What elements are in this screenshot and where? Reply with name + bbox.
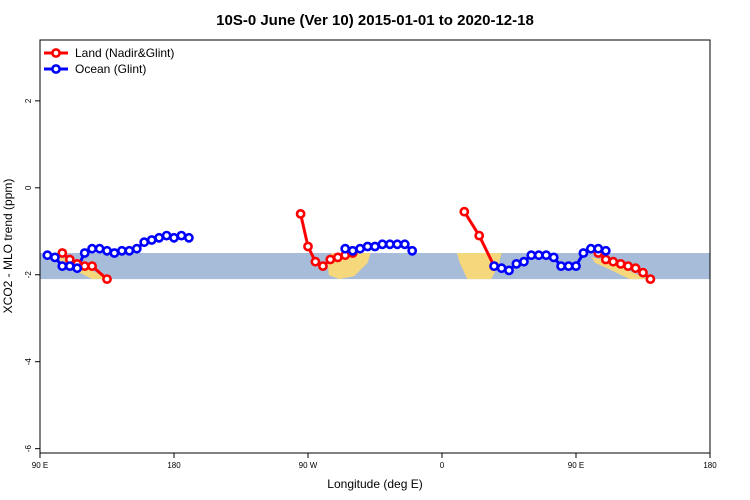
data-point bbox=[638, 267, 648, 278]
data-point bbox=[526, 250, 537, 261]
data-point bbox=[295, 208, 306, 219]
data-point bbox=[50, 252, 60, 263]
data-point bbox=[310, 256, 321, 267]
plot-frame bbox=[39, 39, 711, 454]
data-point bbox=[57, 248, 68, 258]
data-point bbox=[519, 256, 529, 267]
data-point bbox=[504, 265, 514, 276]
data-point bbox=[72, 263, 83, 274]
y-tick-label: 2 bbox=[24, 98, 33, 103]
data-point bbox=[392, 239, 403, 250]
y-tick-label: 0 bbox=[24, 185, 33, 190]
data-point bbox=[578, 248, 589, 258]
data-point bbox=[407, 245, 418, 256]
y-axis-label: XCO2 - MLO trend (ppm) bbox=[1, 179, 15, 314]
x-axis-label: Longitude (deg E) bbox=[327, 477, 422, 491]
data-point bbox=[548, 252, 559, 263]
data-point bbox=[645, 274, 656, 284]
data-point bbox=[340, 243, 351, 254]
data-point bbox=[42, 250, 53, 261]
y-tick-label: -2 bbox=[24, 271, 33, 279]
data-point bbox=[556, 261, 566, 271]
legend-swatch-marker bbox=[51, 64, 61, 74]
x-tick-label: 180 bbox=[167, 461, 181, 470]
x-tick-label: 90 W bbox=[299, 461, 318, 470]
data-point bbox=[630, 263, 641, 274]
data-point bbox=[317, 261, 328, 271]
data-point bbox=[176, 230, 187, 241]
data-point bbox=[102, 274, 112, 284]
data-point bbox=[131, 243, 142, 254]
legend-swatch-marker bbox=[51, 48, 61, 58]
series-layer bbox=[42, 206, 656, 284]
x-tick-label: 90 E bbox=[32, 461, 48, 470]
legend-label: Land (Nadir&Glint) bbox=[75, 46, 174, 60]
x-tick-label: 180 bbox=[703, 461, 717, 470]
data-point bbox=[355, 243, 365, 254]
x-tick-label: 90 E bbox=[568, 461, 584, 470]
data-point bbox=[87, 261, 97, 271]
data-point bbox=[623, 261, 633, 271]
data-point bbox=[79, 248, 90, 258]
chart-title: 10S-0 June (Ver 10) 2015-01-01 to 2020-1… bbox=[216, 12, 534, 29]
y-tick-label: -6 bbox=[24, 445, 33, 453]
data-point bbox=[459, 206, 470, 217]
legend-label: Ocean (Glint) bbox=[75, 62, 146, 76]
data-point bbox=[325, 254, 336, 265]
data-point bbox=[511, 258, 522, 269]
data-point bbox=[377, 239, 388, 250]
data-point bbox=[124, 245, 135, 256]
data-point bbox=[57, 261, 68, 271]
data-point bbox=[474, 230, 485, 241]
x-tick-label: 0 bbox=[440, 461, 445, 470]
data-point bbox=[154, 232, 164, 243]
y-tick-label: -4 bbox=[24, 358, 33, 366]
data-point bbox=[489, 261, 499, 271]
data-point bbox=[183, 232, 194, 243]
data-point bbox=[571, 261, 581, 271]
data-point bbox=[303, 241, 313, 252]
data-point bbox=[593, 243, 604, 254]
data-point bbox=[541, 250, 552, 261]
data-point bbox=[608, 256, 619, 267]
data-point bbox=[109, 248, 120, 258]
data-point bbox=[600, 245, 611, 256]
data-point bbox=[87, 243, 97, 254]
data-point bbox=[139, 237, 150, 248]
legend: Land (Nadir&Glint) Ocean (Glint) bbox=[44, 46, 174, 76]
axis-ticks: 90 E 180 90 W 0 90 E 180 2 0 -2 -4 -6 bbox=[24, 98, 717, 470]
data-point bbox=[399, 239, 410, 250]
